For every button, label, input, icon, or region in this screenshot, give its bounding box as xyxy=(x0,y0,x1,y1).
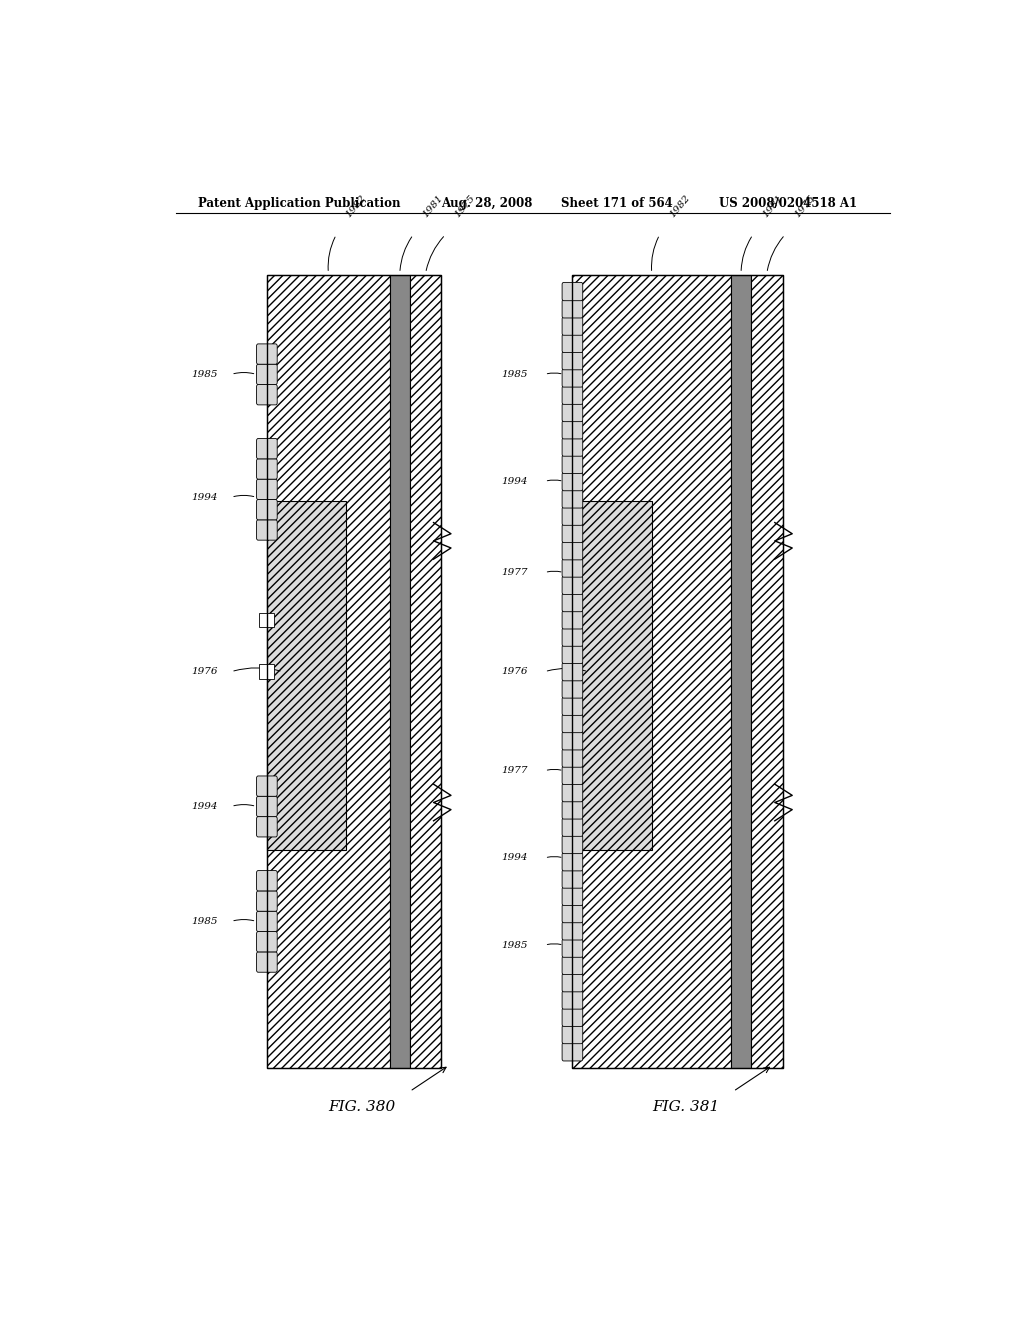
Bar xyxy=(572,502,652,850)
FancyBboxPatch shape xyxy=(562,541,583,560)
FancyBboxPatch shape xyxy=(562,351,583,370)
FancyBboxPatch shape xyxy=(562,801,583,818)
FancyBboxPatch shape xyxy=(562,455,583,474)
FancyBboxPatch shape xyxy=(562,421,583,440)
FancyBboxPatch shape xyxy=(562,368,583,387)
FancyBboxPatch shape xyxy=(562,974,583,991)
Text: FIG. 381: FIG. 381 xyxy=(652,1100,719,1114)
FancyBboxPatch shape xyxy=(562,507,583,525)
FancyBboxPatch shape xyxy=(562,887,583,906)
FancyBboxPatch shape xyxy=(562,404,583,421)
FancyBboxPatch shape xyxy=(257,384,278,405)
FancyBboxPatch shape xyxy=(562,334,583,352)
FancyBboxPatch shape xyxy=(562,748,583,767)
Bar xyxy=(267,276,390,1068)
FancyBboxPatch shape xyxy=(562,697,583,715)
Text: 1981: 1981 xyxy=(761,193,784,219)
Text: Patent Application Publication: Patent Application Publication xyxy=(198,197,400,210)
FancyBboxPatch shape xyxy=(562,473,583,491)
FancyBboxPatch shape xyxy=(562,784,583,801)
Bar xyxy=(390,276,410,1068)
FancyBboxPatch shape xyxy=(562,853,583,871)
FancyBboxPatch shape xyxy=(257,911,278,932)
Bar xyxy=(572,276,731,1068)
FancyBboxPatch shape xyxy=(257,817,278,837)
FancyBboxPatch shape xyxy=(562,1026,583,1044)
FancyBboxPatch shape xyxy=(562,594,583,611)
Text: 1977: 1977 xyxy=(501,568,527,577)
Text: 1975: 1975 xyxy=(454,193,477,219)
FancyBboxPatch shape xyxy=(562,300,583,318)
Text: 1975: 1975 xyxy=(793,193,817,219)
Text: 1982: 1982 xyxy=(668,193,691,219)
FancyBboxPatch shape xyxy=(257,796,278,817)
FancyBboxPatch shape xyxy=(257,520,278,540)
FancyBboxPatch shape xyxy=(257,479,278,499)
FancyBboxPatch shape xyxy=(257,891,278,911)
Bar xyxy=(572,276,782,1068)
FancyBboxPatch shape xyxy=(562,576,583,594)
FancyBboxPatch shape xyxy=(562,385,583,404)
Text: FIG. 380: FIG. 380 xyxy=(329,1100,395,1114)
Bar xyxy=(751,276,782,1068)
FancyBboxPatch shape xyxy=(257,952,278,973)
Text: 1981: 1981 xyxy=(421,193,445,219)
FancyBboxPatch shape xyxy=(562,921,583,940)
FancyBboxPatch shape xyxy=(257,776,278,796)
FancyBboxPatch shape xyxy=(562,282,583,301)
Bar xyxy=(410,276,441,1068)
FancyBboxPatch shape xyxy=(562,628,583,647)
FancyBboxPatch shape xyxy=(562,870,583,888)
FancyBboxPatch shape xyxy=(257,345,278,364)
Text: 1994: 1994 xyxy=(501,477,527,486)
Text: 1976: 1976 xyxy=(191,667,218,676)
Text: US 2008/0204518 A1: US 2008/0204518 A1 xyxy=(719,197,857,210)
Text: 1985: 1985 xyxy=(191,917,218,925)
Text: 1985: 1985 xyxy=(191,370,218,379)
FancyBboxPatch shape xyxy=(562,836,583,854)
FancyBboxPatch shape xyxy=(562,714,583,733)
FancyBboxPatch shape xyxy=(562,490,583,508)
Bar xyxy=(731,276,751,1068)
FancyBboxPatch shape xyxy=(562,731,583,750)
Text: 1994: 1994 xyxy=(191,803,218,810)
Text: Aug. 28, 2008: Aug. 28, 2008 xyxy=(441,197,532,210)
FancyBboxPatch shape xyxy=(562,818,583,837)
FancyBboxPatch shape xyxy=(257,871,278,891)
FancyBboxPatch shape xyxy=(562,766,583,784)
Text: 1994: 1994 xyxy=(191,492,218,502)
FancyBboxPatch shape xyxy=(562,939,583,957)
FancyBboxPatch shape xyxy=(562,645,583,664)
Text: Sheet 171 of 564: Sheet 171 of 564 xyxy=(560,197,673,210)
Bar xyxy=(267,276,441,1068)
Text: 1977: 1977 xyxy=(501,767,527,775)
FancyBboxPatch shape xyxy=(257,932,278,952)
Text: 1985: 1985 xyxy=(501,941,527,949)
FancyBboxPatch shape xyxy=(562,524,583,543)
FancyBboxPatch shape xyxy=(257,364,278,384)
Bar xyxy=(267,502,346,850)
FancyBboxPatch shape xyxy=(562,438,583,457)
FancyBboxPatch shape xyxy=(257,459,278,479)
Text: 1982: 1982 xyxy=(344,193,369,219)
FancyBboxPatch shape xyxy=(562,611,583,630)
Text: 1985: 1985 xyxy=(501,370,527,379)
FancyBboxPatch shape xyxy=(257,499,278,520)
Text: 1994: 1994 xyxy=(501,854,527,862)
Bar xyxy=(259,664,274,678)
FancyBboxPatch shape xyxy=(562,663,583,681)
FancyBboxPatch shape xyxy=(562,991,583,1008)
FancyBboxPatch shape xyxy=(562,904,583,923)
FancyBboxPatch shape xyxy=(257,438,278,459)
Bar xyxy=(259,612,274,627)
FancyBboxPatch shape xyxy=(562,680,583,698)
Text: 1976: 1976 xyxy=(501,667,527,676)
FancyBboxPatch shape xyxy=(562,956,583,974)
FancyBboxPatch shape xyxy=(562,317,583,335)
FancyBboxPatch shape xyxy=(562,1008,583,1027)
FancyBboxPatch shape xyxy=(562,558,583,577)
FancyBboxPatch shape xyxy=(562,1043,583,1061)
